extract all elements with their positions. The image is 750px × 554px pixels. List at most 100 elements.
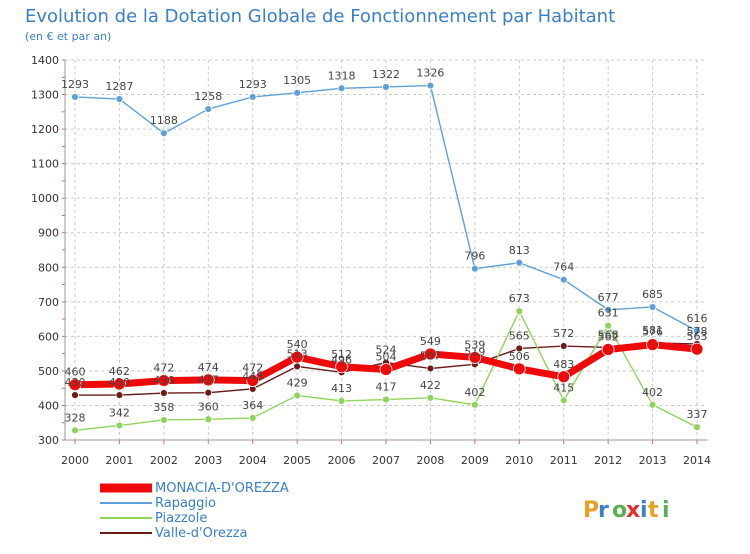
data-label: 506	[509, 350, 530, 363]
y-tick-label: 1400	[31, 54, 59, 67]
data-label: 417	[376, 381, 397, 394]
data-point	[382, 395, 390, 404]
data-label: 415	[553, 381, 574, 394]
y-tick-label: 300	[38, 434, 59, 447]
legend-swatch	[100, 517, 152, 519]
data-label: 631	[598, 307, 619, 320]
data-label: 1287	[105, 80, 133, 93]
data-label: 1322	[372, 68, 400, 81]
data-point	[115, 391, 124, 399]
y-tick-label: 600	[38, 330, 59, 343]
data-point	[693, 326, 701, 335]
brand-letter: x	[626, 498, 640, 523]
data-label: 524	[376, 344, 397, 357]
data-label: 430	[109, 376, 130, 389]
chart-subtitle: (en € et par an)	[25, 30, 111, 43]
data-label: 576	[642, 326, 663, 339]
x-tick-label: 2012	[594, 454, 622, 467]
data-label: 1318	[328, 69, 356, 82]
chart-title: Evolution de la Dotation Globale de Fonc…	[25, 6, 615, 27]
data-label: 364	[242, 399, 263, 412]
y-tick-label: 900	[38, 227, 59, 240]
data-label: 358	[153, 401, 174, 414]
data-point	[468, 351, 482, 364]
x-tick-label: 2005	[283, 454, 311, 467]
data-label: 673	[509, 292, 530, 305]
data-label: 578	[687, 325, 708, 338]
x-tick-label: 2009	[461, 454, 489, 467]
brand-letter: P	[583, 498, 599, 523]
data-label: 813	[509, 244, 530, 257]
data-label: 360	[198, 400, 219, 413]
data-label: 402	[642, 386, 663, 399]
data-point	[648, 400, 657, 409]
data-point	[379, 363, 393, 376]
data-point	[204, 415, 213, 424]
x-tick-label: 2007	[372, 454, 400, 467]
data-point	[68, 378, 82, 392]
legend-label: MONACIA-D'OREZZA	[155, 481, 289, 496]
data-label: 328	[65, 411, 86, 424]
data-label: 460	[65, 366, 86, 379]
data-label: 437	[198, 374, 219, 387]
data-label: 540	[287, 338, 308, 351]
x-tick-label: 2003	[194, 454, 222, 467]
data-label: 413	[331, 382, 352, 395]
data-label: 796	[464, 250, 485, 263]
data-point	[426, 393, 435, 402]
y-tick-label: 700	[38, 296, 59, 309]
data-label: 572	[553, 327, 574, 340]
legend-swatch	[100, 532, 152, 534]
data-point	[246, 374, 260, 387]
data-point	[204, 105, 213, 113]
data-point	[557, 370, 571, 384]
data-label: 472	[153, 362, 174, 375]
data-label: 436	[153, 374, 174, 387]
brand-letter: i	[662, 498, 670, 523]
data-label: 685	[642, 288, 663, 301]
data-label: 1326	[416, 67, 444, 80]
data-point	[424, 347, 437, 361]
data-label: 496	[331, 353, 352, 366]
data-point	[157, 374, 171, 387]
data-label: 764	[553, 261, 574, 274]
data-point	[71, 391, 79, 399]
legend-swatch	[100, 502, 152, 504]
y-tick-label: 1100	[31, 158, 59, 171]
data-point	[604, 321, 613, 330]
data-label: 562	[598, 330, 619, 343]
data-label: 565	[509, 329, 530, 342]
data-label: 1293	[61, 78, 89, 91]
data-label: 677	[598, 291, 619, 304]
data-point	[204, 388, 213, 397]
x-tick-label: 2008	[416, 454, 444, 467]
data-label: 402	[464, 386, 485, 399]
x-tick-label: 2011	[550, 454, 578, 467]
data-label: 1188	[150, 114, 178, 127]
data-label: 1258	[194, 90, 222, 103]
data-label: 616	[687, 312, 708, 325]
x-tick-label: 2004	[239, 454, 267, 467]
data-label: 462	[109, 365, 130, 378]
y-tick-label: 500	[38, 365, 59, 378]
legend-label: Piazzole	[155, 511, 207, 526]
data-point	[515, 344, 524, 353]
brand-letter: t	[648, 498, 659, 523]
x-tick-label: 2000	[61, 454, 89, 467]
data-point	[382, 83, 390, 91]
data-point	[159, 389, 168, 397]
data-label: 504	[376, 351, 397, 364]
plot-area	[65, 60, 707, 440]
x-tick-label: 2010	[505, 454, 533, 467]
data-label: 474	[198, 361, 219, 374]
data-point	[248, 93, 257, 101]
brand-letter: r	[598, 498, 609, 523]
data-label: 563	[687, 330, 708, 343]
data-point	[337, 397, 346, 405]
x-tick-label: 2014	[683, 454, 711, 467]
brand-letter: i	[640, 498, 648, 523]
data-point	[559, 396, 568, 405]
data-label: 483	[553, 358, 574, 371]
